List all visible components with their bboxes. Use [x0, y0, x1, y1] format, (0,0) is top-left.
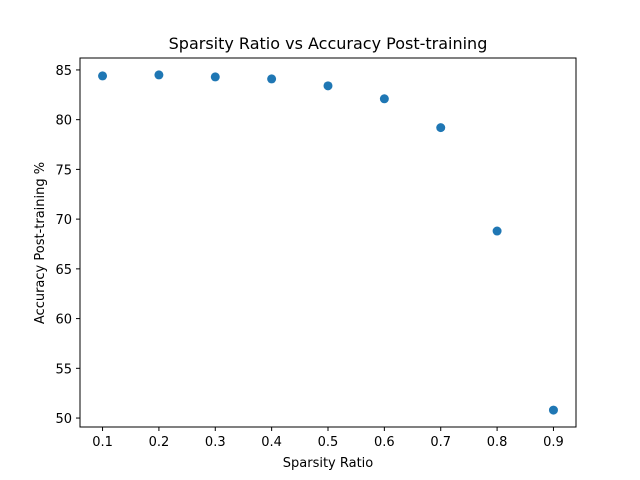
x-tick-label: 0.1 — [92, 435, 113, 450]
y-tick-label: 50 — [55, 412, 72, 427]
plot-frame — [79, 57, 577, 428]
y-tick-label: 60 — [55, 313, 72, 328]
x-tick-label: 0.7 — [430, 435, 451, 450]
data-point — [154, 70, 164, 80]
x-tick-label: 0.6 — [374, 435, 395, 450]
data-point — [492, 226, 502, 236]
x-tick-label: 0.8 — [487, 435, 508, 450]
data-points — [98, 70, 558, 415]
x-axis: 0.1 0.2 0.3 0.4 0.5 0.6 0.7 0.8 0.9 — [92, 427, 564, 450]
data-point — [379, 94, 389, 104]
y-tick-label: 70 — [55, 213, 72, 228]
chart-title: Sparsity Ratio vs Accuracy Post-training — [169, 34, 488, 53]
x-axis-label: Sparsity Ratio — [283, 456, 374, 471]
x-tick-label: 0.2 — [149, 435, 170, 450]
x-tick-label: 0.3 — [205, 435, 226, 450]
data-point — [98, 71, 108, 81]
y-tick-label: 65 — [55, 263, 72, 278]
y-axis: 50 55 60 65 70 75 80 85 — [55, 64, 80, 427]
x-tick-label: 0.9 — [543, 435, 564, 450]
data-point — [548, 405, 558, 415]
y-tick-label: 85 — [55, 64, 72, 79]
x-tick-label: 0.4 — [261, 435, 282, 450]
y-axis-label: Accuracy Post-training % — [33, 162, 48, 324]
data-point — [436, 123, 446, 133]
y-tick-label: 75 — [55, 163, 72, 178]
y-tick-label: 55 — [55, 362, 72, 377]
plot-area: 0.1 0.2 0.3 0.4 0.5 0.6 0.7 0.8 0.9 50 55 60 65 70 75… — [55, 57, 577, 450]
x-tick-label: 0.5 — [318, 435, 339, 450]
data-point — [210, 72, 220, 82]
data-point — [323, 81, 333, 91]
data-point — [267, 74, 277, 84]
y-tick-label: 80 — [55, 114, 72, 129]
